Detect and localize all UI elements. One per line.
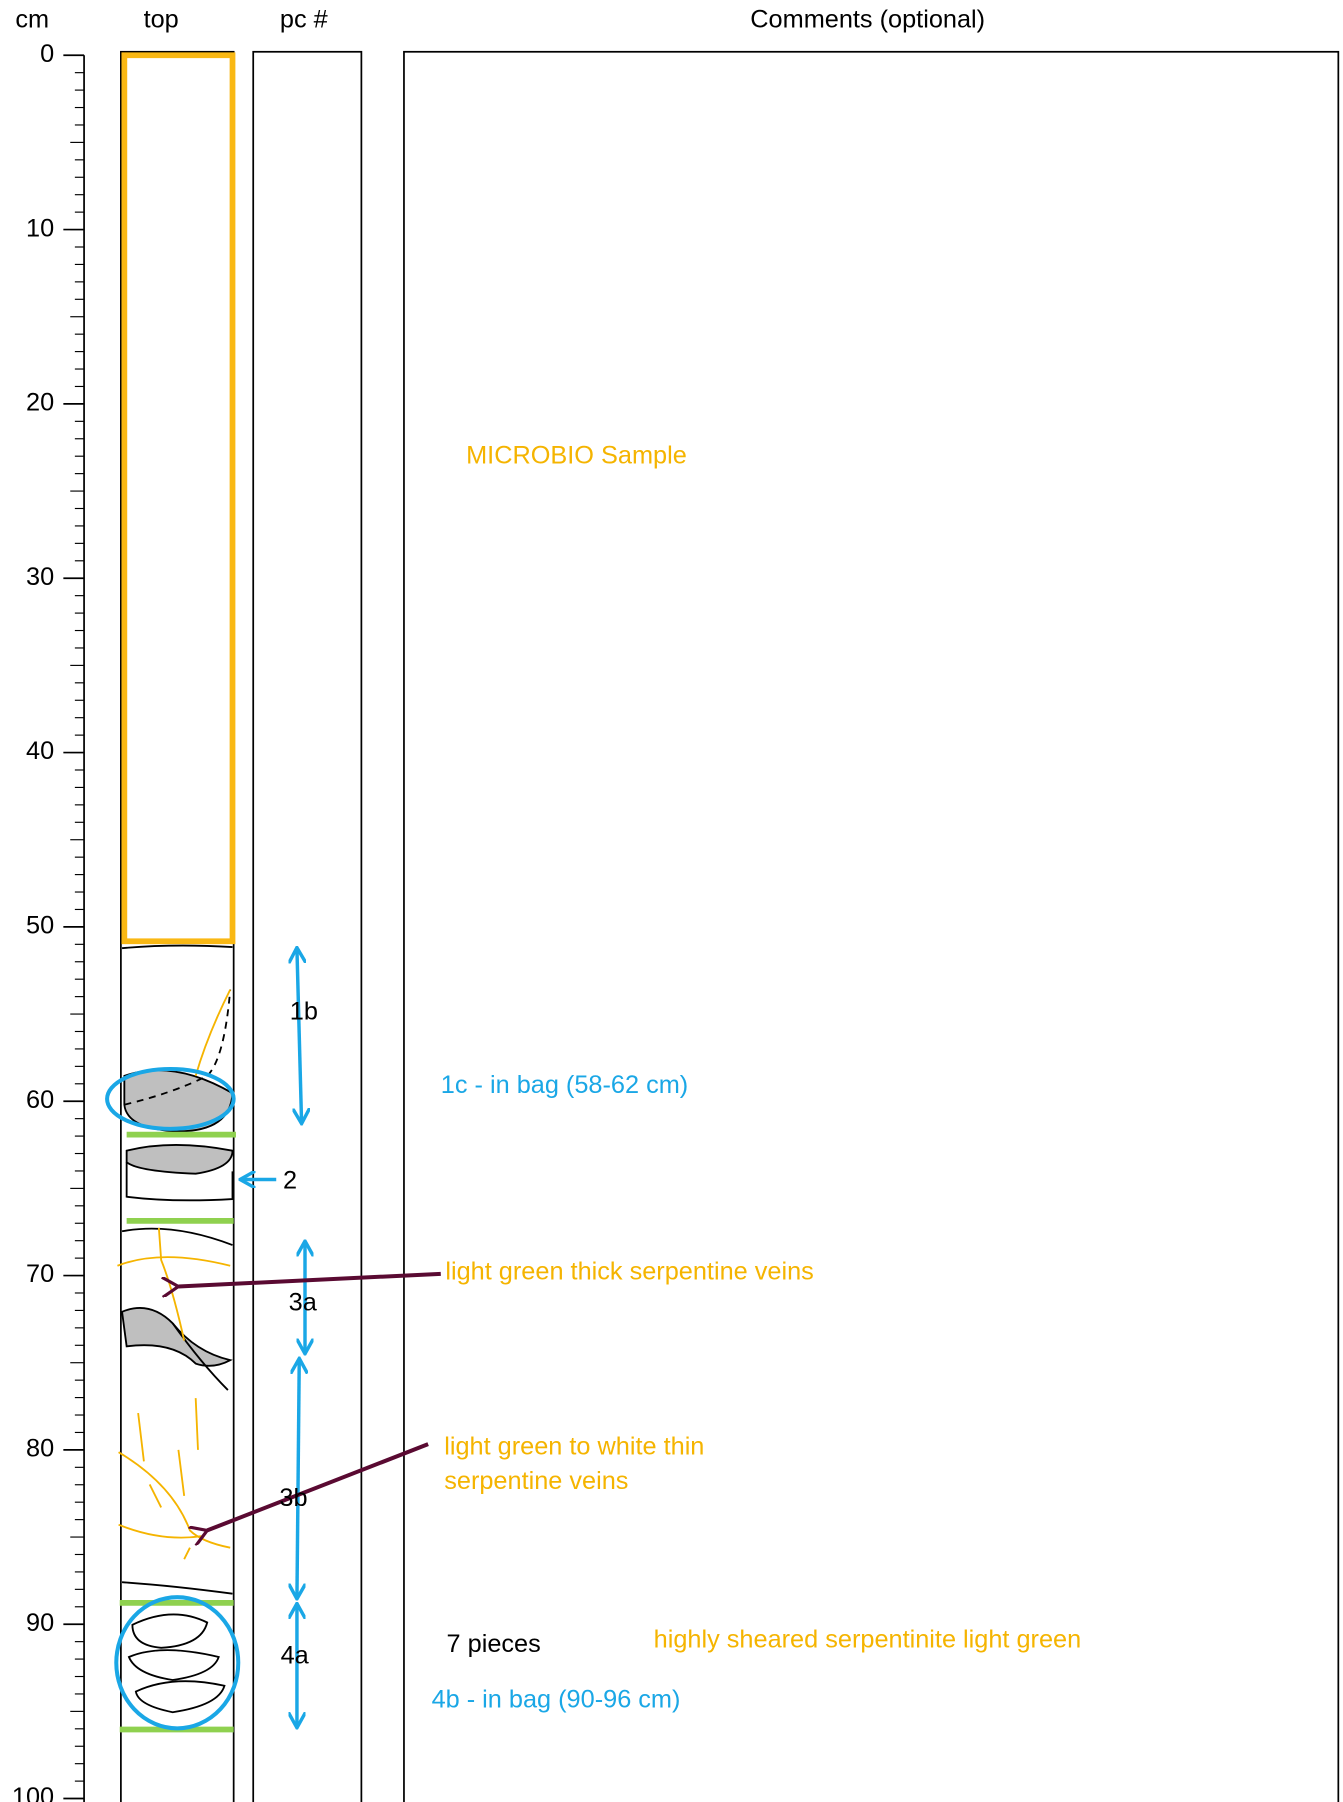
comments-header: Comments (optional): [750, 5, 985, 33]
piece-label: 3a: [289, 1288, 318, 1316]
core-column: [120, 50, 235, 1802]
comment: 4b - in bag (90-96 cm): [432, 1685, 681, 1713]
comments-column: [403, 50, 1340, 1802]
depth-tick-label: 80: [26, 1435, 54, 1463]
comment: light green thick serpentine veins: [445, 1257, 813, 1285]
depth-tick-label: 10: [26, 214, 54, 242]
depth-tick-label: 100: [12, 1783, 54, 1802]
piece-label: 3b: [279, 1484, 307, 1512]
vein-sketch: [117, 1227, 231, 1560]
bag-marker: [105, 1066, 241, 1731]
core-sketch: [121, 944, 234, 1714]
top-header: top: [144, 5, 179, 33]
depth-tick-label: 90: [26, 1609, 54, 1637]
depth-tick-label: 30: [26, 563, 54, 591]
vein-arrows: [178, 1271, 441, 1531]
depth-tick-label: 20: [26, 389, 54, 417]
depth-header: cm: [15, 5, 49, 33]
piece-label: 4a: [281, 1642, 310, 1670]
piece-label: 1b: [290, 997, 318, 1025]
comment: light green to white thin: [444, 1432, 704, 1460]
piece-header: pc #: [280, 5, 328, 33]
comment: 7 pieces: [447, 1630, 541, 1658]
piece-label: 2: [283, 1166, 297, 1194]
depth-ticks: 0 10 20 30 40 50 60 70 80 90 100: [12, 40, 85, 1802]
piece-column: [252, 50, 363, 1802]
piece-arrows: [242, 949, 305, 1726]
depth-tick-label: 0: [40, 40, 54, 68]
section-break: [119, 1131, 236, 1733]
depth-tick-label: 40: [26, 737, 54, 765]
comment: MICROBIO Sample: [466, 442, 687, 470]
microbio-box: [121, 52, 236, 945]
comment: highly sheared serpentinite light green: [654, 1626, 1082, 1654]
depth-tick-label: 50: [26, 912, 54, 940]
depth-tick-label: 60: [26, 1086, 54, 1114]
comment: serpentine veins: [444, 1467, 628, 1495]
depth-tick-label: 70: [26, 1260, 54, 1288]
comment: 1c - in bag (58-62 cm): [441, 1071, 688, 1099]
